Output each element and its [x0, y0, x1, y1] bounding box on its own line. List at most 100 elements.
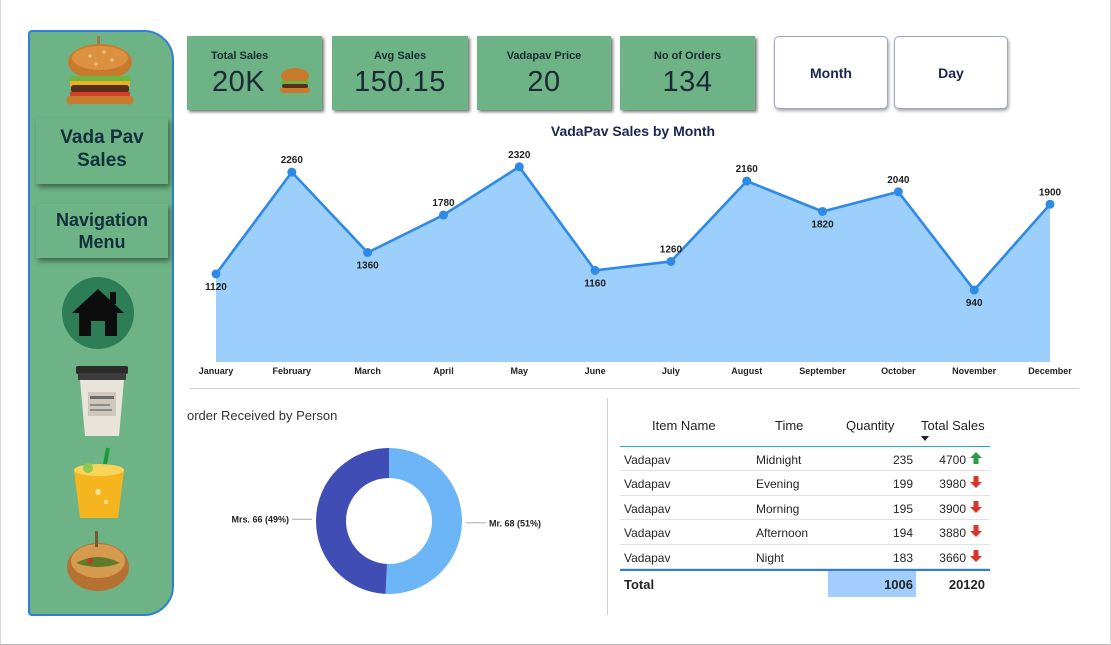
- total-quantity-highlight: [828, 570, 916, 597]
- cell-total-sales: 3660: [939, 550, 966, 565]
- data-point[interactable]: [363, 248, 373, 258]
- table-row[interactable]: Vadapav Afternoon 194 3880: [620, 520, 990, 545]
- data-label: 1260: [660, 244, 683, 255]
- x-tick-label: September: [799, 366, 846, 376]
- kpi-vadapav-price-value: 20: [527, 66, 561, 98]
- data-point[interactable]: [969, 285, 979, 295]
- area-fill: [216, 166, 1050, 362]
- home-icon[interactable]: [61, 276, 135, 355]
- x-tick-label: February: [273, 366, 312, 376]
- data-label: 1360: [357, 261, 380, 272]
- x-tick-label: October: [881, 366, 916, 376]
- table-row[interactable]: Vadapav Night 183 3660: [620, 545, 990, 569]
- dashboard-title-line2: Sales: [77, 150, 127, 171]
- x-tick-label: August: [731, 366, 762, 376]
- cell-time: Night: [756, 550, 785, 565]
- total-label: Total: [624, 576, 655, 592]
- header-quantity[interactable]: Quantity: [846, 418, 895, 433]
- header-total-sales[interactable]: Total Sales: [921, 418, 985, 433]
- data-label: 2040: [887, 175, 910, 186]
- table-row[interactable]: Vadapav Evening 199 3980: [620, 471, 990, 496]
- kpi-avg-sales-value: 150.15: [354, 66, 446, 98]
- cell-total-sales: 3880: [939, 526, 966, 541]
- data-point[interactable]: [211, 269, 221, 279]
- column-divider: [607, 398, 608, 615]
- header-time[interactable]: Time: [775, 418, 804, 433]
- burger-icon: [64, 36, 136, 117]
- series-line: [214, 165, 1051, 293]
- month-button[interactable]: Month: [774, 36, 888, 109]
- day-button[interactable]: Day: [894, 36, 1008, 109]
- header-item-name[interactable]: Item Name: [652, 418, 716, 433]
- data-label: 1780: [432, 198, 455, 209]
- x-tick-label: April: [433, 366, 454, 376]
- cell-quantity: 199: [892, 477, 913, 492]
- burger-icon: [279, 66, 311, 101]
- data-point[interactable]: [1045, 199, 1055, 209]
- sidebar: Vada Pav Sales Navigation Menu: [28, 30, 174, 616]
- cell-quantity: 183: [892, 550, 913, 565]
- navigation-menu-card[interactable]: Navigation Menu: [36, 204, 168, 258]
- cell-time: Midnight: [756, 453, 802, 467]
- data-point[interactable]: [818, 206, 828, 216]
- cell-quantity: 195: [892, 501, 913, 516]
- samosa-icon[interactable]: [64, 527, 132, 600]
- donut-slice-mr[interactable]: [385, 448, 463, 594]
- dashboard-title-line1: Vada Pav: [60, 127, 144, 148]
- kpi-total-sales: Total Sales 20K: [187, 36, 322, 110]
- cell-item-name: Vadapav: [624, 550, 671, 565]
- x-tick-label: December: [1028, 366, 1072, 376]
- kpi-no-of-orders: No of Orders 134: [620, 36, 755, 110]
- data-point[interactable]: [590, 265, 600, 275]
- cell-time: Morning: [756, 501, 800, 516]
- sort-descending-icon[interactable]: [921, 436, 929, 441]
- cell-total-sales: 4700: [939, 453, 966, 467]
- kpi-no-of-orders-value: 134: [662, 66, 713, 98]
- sales-table: Item Name Time Quantity Total Sales Vada…: [620, 410, 990, 597]
- data-label: 2260: [281, 155, 304, 166]
- total-quantity: 1006: [884, 576, 913, 592]
- table-row[interactable]: Vadapav Morning 195 3900: [620, 496, 990, 521]
- sales-by-month-chart: 1120 January 2260 February 1360 March 1780 Apri…: [199, 150, 1073, 376]
- coffee-cup-icon[interactable]: [72, 364, 132, 443]
- donut-slice-mrs[interactable]: [316, 448, 389, 594]
- kpi-total-sales-title: Total Sales: [211, 50, 269, 62]
- data-point[interactable]: [438, 210, 448, 220]
- table-body: Vadapav Midnight 235 4700 Vadapav Evening 199 3…: [620, 447, 990, 569]
- x-tick-label: November: [952, 366, 997, 376]
- data-point[interactable]: [666, 256, 676, 266]
- data-label: 1120: [205, 282, 227, 293]
- slice-label: Mr. 68 (51%): [489, 518, 541, 528]
- x-tick-label: January: [199, 366, 234, 376]
- total-sales-value: 20120: [948, 576, 985, 592]
- cell-item-name: Vadapav: [624, 501, 671, 516]
- juice-glass-icon[interactable]: [68, 446, 130, 527]
- kpi-avg-sales: Avg Sales 150.15: [332, 36, 468, 110]
- data-label: 1820: [811, 219, 834, 230]
- cell-time: Afternoon: [756, 526, 809, 541]
- cell-total-sales: 3900: [939, 501, 966, 516]
- data-label: 2320: [508, 150, 531, 161]
- kpi-vadapav-price-title: Vadapav Price: [506, 50, 582, 62]
- x-tick-label: July: [662, 366, 680, 376]
- arrow-up-icon: [970, 452, 982, 464]
- table-row[interactable]: Vadapav Midnight 235 4700: [620, 447, 990, 472]
- x-tick-label: March: [354, 366, 381, 376]
- cell-item-name: Vadapav: [624, 526, 671, 541]
- donut-chart-title: order Received by Person: [187, 408, 338, 423]
- arrow-down-icon: [970, 476, 982, 489]
- cell-item-name: Vadapav: [624, 477, 671, 492]
- data-point[interactable]: [742, 176, 752, 186]
- data-point[interactable]: [514, 162, 524, 172]
- navigation-label-line2: Menu: [78, 232, 126, 252]
- kpi-vadapav-price: Vadapav Price 20: [477, 36, 611, 110]
- arrow-down-icon: [970, 525, 982, 538]
- x-tick-label: June: [585, 366, 606, 376]
- data-point[interactable]: [893, 187, 903, 197]
- section-divider: [190, 388, 1079, 389]
- chart-title: VadaPav Sales by Month: [550, 123, 716, 139]
- data-label: 1160: [584, 278, 606, 289]
- cell-total-sales: 3980: [939, 477, 966, 492]
- kpi-no-of-orders-title: No of Orders: [653, 50, 722, 62]
- data-point[interactable]: [287, 167, 297, 177]
